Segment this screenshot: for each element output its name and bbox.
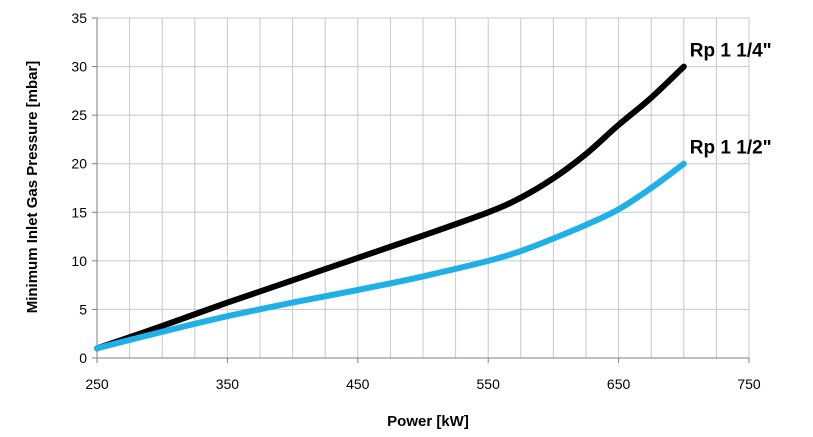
x-tick-label: 650 [607, 376, 631, 392]
series-layer [94, 63, 687, 352]
x-tick-label: 250 [85, 376, 109, 392]
y-tick-label: 15 [71, 204, 87, 220]
y-tick-label: 30 [71, 59, 87, 75]
y-tick-label: 10 [71, 253, 87, 269]
x-axis-title: Power [kW] [387, 413, 469, 430]
series-line-2 [94, 160, 687, 352]
labels: Rp 1 1/4" Rp 1 1/2" [690, 41, 772, 159]
series-line-1 [94, 63, 687, 352]
grid [97, 17, 750, 358]
x-tick-label: 550 [477, 376, 501, 392]
series-label-1: Rp 1 1/4" [690, 41, 772, 62]
y-tick-label: 0 [79, 350, 87, 366]
x-tick-label: 450 [346, 376, 370, 392]
y-tick-label: 20 [71, 156, 87, 172]
y-tick-label: 35 [71, 10, 87, 26]
y-tick-label: 25 [71, 107, 87, 123]
y-tick-label: 5 [79, 301, 87, 317]
series-label-2: Rp 1 1/2" [690, 138, 772, 159]
x-tick-label: 350 [216, 376, 240, 392]
axes: 0 5 10 15 20 25 30 35 250 350 450 550 650 750 [71, 10, 760, 392]
y-axis-title: Minimum Inlet Gas Pressure [mbar] [24, 61, 41, 314]
x-tick-label: 750 [737, 376, 761, 392]
